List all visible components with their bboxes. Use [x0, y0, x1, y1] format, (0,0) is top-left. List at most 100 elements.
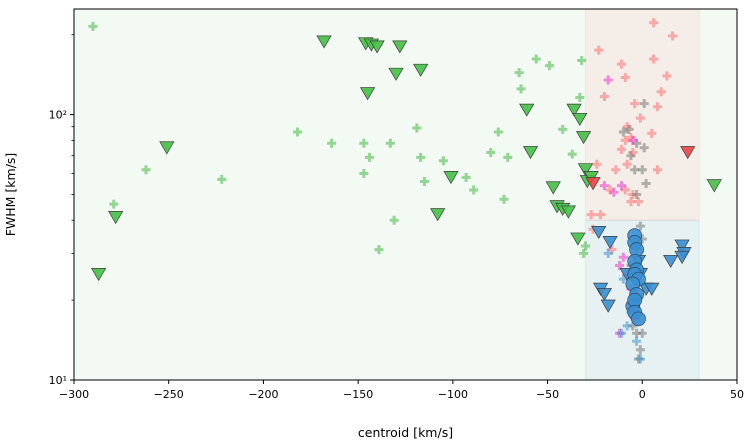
- green-triangle-point: [360, 87, 376, 101]
- red-triangle-point: [680, 146, 696, 160]
- red-crosse-point: [616, 59, 626, 69]
- x-axis: −300 −250 −200 −150 −100 −50 0 50: [59, 380, 744, 401]
- red-region: [584, 8, 700, 221]
- green-crosse-point: [359, 168, 369, 178]
- green-triangle-point: [522, 146, 539, 160]
- red-crosse-point: [626, 197, 636, 207]
- green-triangle-point: [388, 67, 404, 81]
- blue-triangle-point: [674, 250, 690, 264]
- blue-triangle-point: [663, 254, 679, 269]
- y-tick-label: 10¹: [49, 374, 67, 387]
- x-tick-label: −50: [536, 388, 559, 401]
- green-crosse-point: [365, 152, 375, 162]
- gray-crosse-point: [637, 165, 647, 175]
- red-crosse-point: [635, 113, 645, 123]
- gray-crosse-point: [624, 124, 634, 134]
- red-crosse-point: [594, 45, 604, 55]
- x-tick-label: 0: [639, 388, 646, 401]
- green-triangle-point: [413, 63, 429, 77]
- green-crosse-point: [575, 93, 585, 103]
- green-triangle-point: [392, 40, 408, 54]
- gray-crosse-point: [635, 345, 645, 355]
- green-triangle-point: [108, 211, 124, 225]
- green-crosse-point: [385, 138, 395, 148]
- x-tick-label: −200: [248, 388, 278, 401]
- green-triangle-point: [369, 40, 385, 54]
- magenta-crosse-point: [616, 181, 626, 191]
- red-crosse-point: [633, 197, 643, 207]
- green-triangle-point: [560, 205, 577, 219]
- green-triangle-point: [443, 171, 459, 185]
- green-crosse-point: [567, 149, 577, 159]
- red-crosse-point: [620, 72, 630, 82]
- green-triangle-point: [430, 208, 446, 222]
- green-triangle-point: [159, 141, 175, 155]
- green-crosse-point: [416, 152, 426, 162]
- red-crosse-point: [656, 87, 666, 97]
- gray-crosse-point: [639, 99, 649, 109]
- green-crosse-point: [412, 123, 422, 133]
- red-crosse-point: [652, 102, 662, 112]
- green-crosse-point: [499, 194, 509, 204]
- green-triangle-point: [572, 112, 588, 127]
- red-crosse-point: [649, 18, 659, 28]
- green-crosse-point: [293, 127, 303, 137]
- red-crosse-point: [592, 159, 602, 169]
- red-crosse-point: [647, 128, 657, 138]
- red-crosse-point: [596, 210, 606, 220]
- green-triangle-point: [577, 163, 594, 177]
- x-axis-label: centroid [km/s]: [358, 425, 453, 440]
- red-crosse-point: [616, 144, 626, 154]
- green-crosse-point: [141, 165, 151, 175]
- green-triangle-point: [91, 268, 107, 282]
- red-triangle-point: [585, 177, 601, 191]
- red-crosse-point: [622, 159, 632, 169]
- green-crosse-point: [516, 84, 526, 94]
- red-triangles-series: [585, 146, 696, 191]
- green-crosse-point: [531, 54, 541, 64]
- green-crosse-point: [461, 172, 471, 182]
- green-crosse-point: [503, 152, 513, 162]
- green-crosse-point: [419, 176, 429, 186]
- green-crosse-point: [389, 215, 399, 225]
- green-triangle-point: [316, 35, 332, 49]
- red-crosse-point: [599, 92, 609, 102]
- green-triangle-point: [570, 232, 586, 246]
- green-crosse-point: [469, 185, 479, 195]
- red-crosse-point: [611, 165, 621, 175]
- green-crosses-series: [88, 21, 590, 258]
- x-tick-label: −150: [343, 388, 373, 401]
- green-crosse-point: [493, 127, 503, 137]
- x-tick-label: −250: [154, 388, 184, 401]
- gray-crosse-point: [641, 179, 651, 189]
- green-crosse-point: [374, 245, 384, 255]
- blue-crosse-point: [632, 336, 642, 346]
- green-crosse-point: [580, 241, 590, 251]
- y-axis-label: FWHM [km/s]: [3, 153, 18, 237]
- green-crosse-point: [327, 138, 337, 148]
- green-crosse-point: [544, 61, 554, 71]
- blue-triangle-point: [591, 226, 607, 240]
- green-triangle-point: [706, 179, 722, 193]
- x-tick-label: 50: [730, 388, 744, 401]
- blue-triangle-point: [600, 299, 616, 313]
- green-crosse-point: [109, 199, 119, 209]
- red-crosse-point: [668, 31, 678, 41]
- blue-triangle-point: [596, 288, 613, 302]
- green-crosse-point: [577, 55, 587, 65]
- green-crosse-point: [217, 174, 227, 184]
- plot-points: [88, 18, 722, 364]
- magenta-crosse-point: [603, 75, 613, 85]
- blue-crosse-point: [622, 321, 632, 331]
- blue-triangles-series: [591, 226, 692, 313]
- green-triangle-point: [566, 103, 582, 117]
- green-crosse-point: [558, 124, 568, 134]
- magenta-crosse-point: [609, 187, 619, 197]
- green-crosse-point: [579, 248, 589, 258]
- gray-crosse-point: [618, 127, 628, 137]
- green-triangle-point: [519, 103, 535, 117]
- green-crosse-point: [514, 68, 524, 78]
- magenta-crosse-point: [615, 261, 625, 271]
- gray-crosse-point: [630, 165, 640, 175]
